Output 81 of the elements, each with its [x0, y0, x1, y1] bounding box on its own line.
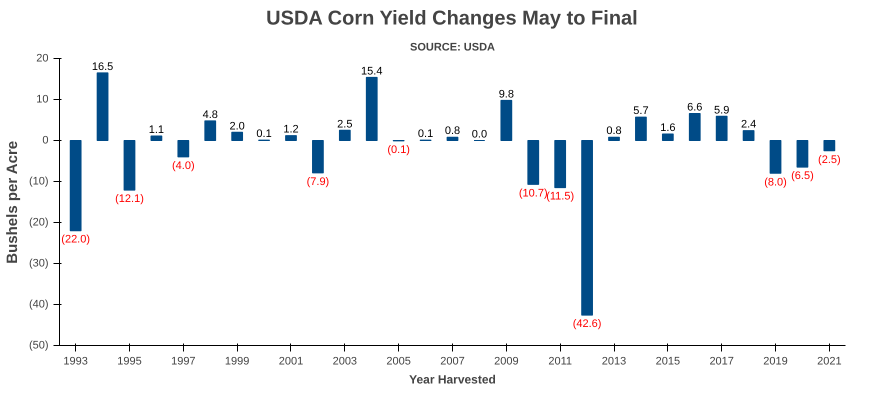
- data-label: 5.7: [633, 105, 649, 118]
- bar: [366, 76, 378, 141]
- data-label: 4.8: [202, 108, 218, 121]
- bar: [204, 120, 216, 141]
- data-label: (42.6): [572, 318, 602, 330]
- bar: [796, 140, 808, 168]
- bar: [742, 130, 754, 141]
- x-tick-label: 1999: [224, 356, 250, 368]
- data-label: 16.5: [92, 60, 114, 73]
- bar: [608, 136, 620, 141]
- bar: [662, 133, 674, 141]
- data-label: (10.7): [518, 187, 548, 200]
- x-tick-label: 2017: [709, 356, 734, 368]
- x-tick-label: 2013: [602, 356, 626, 368]
- data-label: 0.8: [606, 125, 622, 138]
- x-tick-label: 1995: [117, 356, 142, 368]
- bar: [338, 130, 351, 141]
- data-label: 9.8: [498, 88, 514, 100]
- data-label: (2.5): [818, 154, 841, 166]
- data-label: (0.1): [387, 144, 410, 156]
- data-label: 5.9: [714, 104, 730, 116]
- data-label: 2.0: [230, 120, 245, 132]
- data-label: (11.5): [546, 190, 574, 203]
- bar: [554, 140, 566, 188]
- bar: [124, 140, 136, 191]
- data-label: 2.4: [740, 118, 756, 131]
- data-label: 1.6: [660, 122, 676, 134]
- x-tick-label: 2015: [656, 356, 680, 368]
- bar: [635, 116, 647, 141]
- data-label: (12.1): [115, 193, 144, 206]
- x-tick-label: 2007: [440, 356, 465, 368]
- data-label: 0.1: [418, 128, 434, 140]
- data-label: 15.4: [361, 65, 382, 78]
- x-tick-label: 2011: [548, 356, 572, 368]
- y-tick-label: (20): [28, 216, 48, 228]
- x-tick-label: 2019: [763, 356, 788, 368]
- y-tick-label: (30): [28, 258, 48, 270]
- data-label: 0.0: [472, 128, 488, 140]
- x-axis-title: Year Harvested: [409, 372, 496, 386]
- x-tick-label: 2021: [817, 356, 842, 368]
- bar: [716, 116, 728, 141]
- bar: [150, 135, 162, 141]
- data-label: (6.5): [791, 170, 814, 182]
- data-label: 0.1: [256, 128, 272, 140]
- data-label: 2.5: [337, 118, 352, 130]
- y-tick-label: 0: [42, 134, 49, 146]
- x-tick-label: 1997: [171, 356, 196, 368]
- bar: [581, 140, 593, 316]
- bar: [177, 140, 190, 158]
- x-tick-label: 2005: [386, 356, 411, 368]
- data-label: (4.0): [172, 160, 195, 172]
- y-tick-label: (50): [28, 340, 48, 352]
- x-tick-label: 2001: [278, 356, 304, 368]
- data-label: 1.1: [148, 124, 164, 136]
- bar: [70, 140, 82, 232]
- data-label: 0.8: [444, 125, 460, 138]
- chart-subtitle: SOURCE: USDA: [410, 42, 496, 54]
- data-label: 1.2: [283, 124, 299, 136]
- bar: [500, 100, 512, 141]
- y-tick-label: 20: [36, 52, 49, 64]
- bar: [688, 112, 701, 141]
- bar: [96, 72, 108, 141]
- bar: [823, 140, 836, 152]
- data-label: (7.9): [306, 176, 330, 188]
- y-axis-title: Bushels per Acre: [4, 140, 21, 264]
- bar: [446, 136, 458, 141]
- bar: [285, 135, 297, 141]
- x-tick-label: 1993: [63, 356, 88, 368]
- chart-title: USDA Corn Yield Changes May to Final: [266, 8, 638, 30]
- bar: [770, 140, 782, 174]
- y-tick-label: 10: [36, 94, 49, 106]
- bar: [527, 140, 540, 185]
- y-tick-label: (10): [28, 176, 48, 188]
- data-label: (8.0): [764, 176, 787, 188]
- bar: [231, 132, 244, 141]
- y-tick-label: (40): [28, 298, 48, 310]
- x-tick-label: 2009: [494, 356, 519, 368]
- data-label: (22.0): [61, 234, 90, 246]
- x-tick-label: 2003: [332, 356, 358, 368]
- bar: [312, 140, 324, 174]
- data-label: 6.6: [687, 101, 702, 114]
